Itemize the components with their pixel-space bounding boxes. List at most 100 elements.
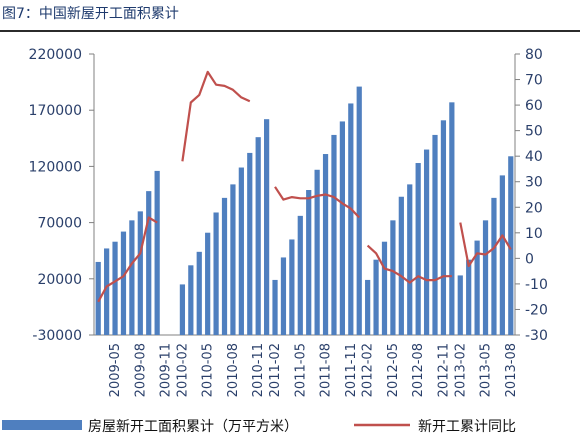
line-segment [274,186,360,219]
bar [221,197,228,335]
bar [306,190,312,335]
bar [314,169,320,335]
bar [272,279,278,335]
bar [188,265,194,335]
right-axis-tick-label: 40 [525,149,543,165]
bar [263,119,270,335]
line-segment [366,244,452,284]
bar [137,211,143,335]
left-axis-tick-label: 120000 [29,159,82,175]
x-axis-tick-label: 2012-02 [361,343,376,397]
x-axis-tick-label: 2011-11 [344,343,359,397]
bar [440,120,447,335]
bar [289,239,295,335]
right-axis-tick-label: -30 [525,328,548,344]
bar [474,240,480,335]
bar [129,220,135,335]
bar [331,134,337,335]
legend-bar-swatch [2,420,82,430]
bar [230,184,236,335]
bar [499,175,505,335]
x-axis-tick-label: 2013-05 [479,343,494,397]
x-axis-tick-label: 2011-02 [268,343,283,397]
right-axis-tick-label: 80 [525,47,543,63]
x-axis-tick-label: 2009-11 [159,343,174,397]
left-axis-tick-labels: -30000 20000 70000 120000 170000 220000 [29,47,82,344]
bar [179,284,186,335]
x-axis-tick-label: 2012-11 [436,343,451,397]
x-axis-tick-label: 2012-05 [386,343,401,397]
x-axis-tick-label: 2013-02 [453,343,468,397]
right-axis-tick-label: 20 [525,200,543,216]
bar [482,220,489,335]
bar [146,191,152,335]
x-axis-tick-label: 2009-08 [133,343,148,397]
bar [356,86,362,335]
right-axis-tick-label: 50 [525,124,543,140]
legend: 房屋新开工面积累计（万平方米） 新开工累计同比 [2,419,516,435]
x-axis-tick-label: 2013-08 [504,343,519,397]
x-axis-tick-label: 2012-08 [411,343,426,397]
bar [95,261,101,335]
bar [339,121,346,335]
right-axis-tick-label: 10 [525,226,543,242]
bar [415,163,421,335]
figure-title: 图7：中国新屋开工面积累计 [2,6,179,22]
bar [112,241,118,335]
left-axis-tick-label: -30000 [32,328,82,344]
legend-line-label: 新开工累计同比 [418,419,516,435]
chart-axes [89,53,520,336]
bar [247,152,253,335]
left-axis-tick-label: 170000 [29,103,82,119]
bar [365,279,371,335]
bar [432,134,438,335]
bar [398,196,404,335]
left-axis-tick-label: 220000 [29,47,82,63]
line-segment [459,222,512,268]
bar [280,257,287,335]
right-axis-tick-label: -10 [525,277,548,293]
bar [297,215,303,335]
bar [154,170,160,335]
bar [373,259,379,335]
bar [390,220,396,335]
x-axis-tick-label: 2010-11 [251,343,266,397]
left-axis-tick-label: 20000 [37,272,82,288]
line-segment [97,216,158,303]
bar [120,231,127,335]
bar [104,248,110,335]
bar [255,137,261,335]
bar [213,212,219,335]
bar [457,275,463,335]
right-axis-tick-labels: -30 -20 -10 0 10 20 30 40 50 60 70 80 [525,47,548,344]
title-divider [0,30,580,32]
bar-series [95,86,514,336]
x-axis-tick-label: 2011-05 [293,343,308,397]
line-series [97,70,512,303]
x-axis-tick-label: 2011-08 [319,343,334,397]
right-axis-tick-label: 0 [525,251,534,267]
line-segment [181,70,251,162]
bar [205,232,211,335]
bar [449,102,455,335]
bar [466,259,472,335]
bar [423,149,430,335]
x-axis-tick-label: 2009-05 [108,343,123,397]
x-axis-tick-labels: 2009-05 2009-08 2009-11 2010-02 2010-05 2010-… [108,343,519,397]
right-axis-tick-label: -20 [525,302,548,318]
bar [196,251,202,335]
bar [407,184,413,335]
x-axis-tick-label: 2010-08 [226,343,241,397]
bar [491,197,497,335]
bar [381,241,388,335]
right-axis-tick-label: 60 [525,98,543,114]
left-axis-tick-label: 70000 [37,216,82,232]
bar [508,156,514,335]
bar [322,154,329,335]
bar [238,167,244,335]
x-axis-tick-label: 2010-05 [201,343,216,397]
right-axis-tick-label: 30 [525,175,543,191]
x-axis-tick-label: 2010-02 [175,343,190,397]
right-axis-tick-label: 70 [525,73,543,89]
